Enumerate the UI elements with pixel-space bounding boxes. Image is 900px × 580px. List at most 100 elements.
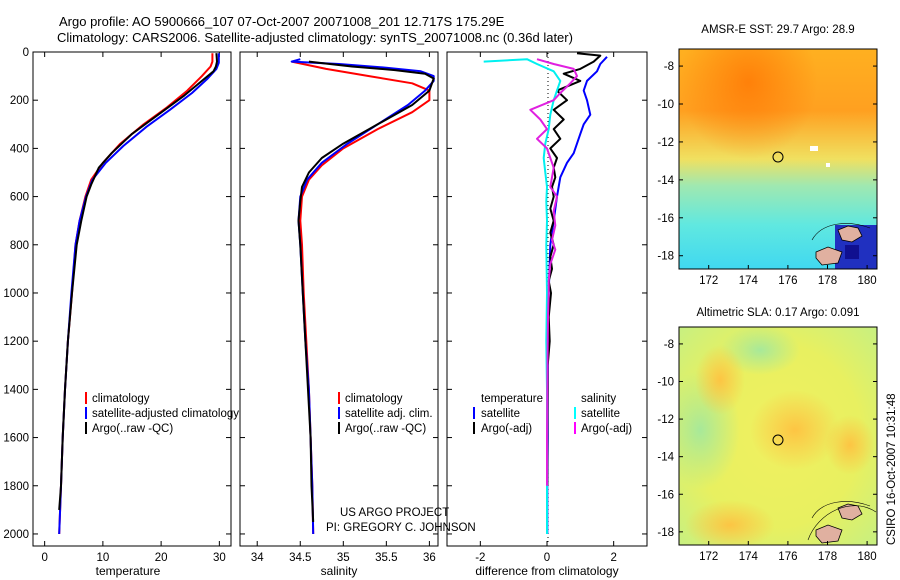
sla-map-title: Altimetric SLA: 0.17 Argo: 0.091 bbox=[696, 307, 859, 319]
y-tick-label: 1400 bbox=[3, 384, 29, 396]
y-tick-label: 2000 bbox=[3, 529, 29, 541]
x-tick-label: 10 bbox=[96, 552, 109, 564]
credit-project: US ARGO PROJECT bbox=[340, 507, 449, 519]
legend-label-argo: Argo(..raw -QC) bbox=[92, 423, 173, 435]
sst-island bbox=[815, 246, 843, 266]
sst-map-frame bbox=[678, 48, 878, 270]
legend-label-temp-argo: Argo(-adj) bbox=[481, 423, 532, 435]
figure-title-line1: Argo profile: AO 5900666_107 07-Oct-2007… bbox=[59, 14, 505, 29]
difference-panel: -2 0 2 difference from climatology tempera… bbox=[446, 51, 648, 578]
map-y-tick-label: -16 bbox=[657, 489, 674, 501]
x-tick-label: 35 bbox=[337, 552, 350, 564]
x-tick-label: 34 bbox=[251, 552, 264, 564]
map-y-tick-label: -14 bbox=[657, 175, 674, 187]
x-tick-label: 34.5 bbox=[289, 552, 311, 564]
legend-heading-temperature: temperature bbox=[481, 393, 543, 405]
series-argo-raw-qc bbox=[297, 60, 435, 522]
map-x-tick-label: 180 bbox=[858, 275, 877, 287]
sst-argo-marker bbox=[772, 151, 784, 163]
map-y-tick-label: -10 bbox=[657, 377, 674, 389]
legend-label-satellite-adj: satellite adj. clim. bbox=[345, 408, 433, 420]
temperature-panel: 0 10 20 30 0 200 400 600 800 1000 1200 1400 1600 1800… bbox=[3, 47, 239, 578]
y-tick-label: 1200 bbox=[3, 336, 29, 348]
map-y-tick-label: -16 bbox=[657, 213, 674, 225]
sst-map-title: AMSR-E SST: 29.7 Argo: 28.9 bbox=[701, 24, 854, 36]
sst-island bbox=[837, 225, 863, 243]
sla-bathymetry-contour bbox=[811, 501, 871, 519]
sst-heatmap bbox=[679, 49, 877, 269]
legend-label-temp-satellite: satellite bbox=[481, 408, 520, 420]
map-x-tick-label: 172 bbox=[699, 551, 718, 563]
difference-xlabel: difference from climatology bbox=[475, 564, 618, 578]
sst-missing-cell bbox=[826, 163, 830, 167]
x-tick-label: 35.5 bbox=[375, 552, 397, 564]
sla-map-frame bbox=[678, 326, 878, 546]
difference-legend: temperature satellite Argo(-adj) salinit… bbox=[473, 393, 632, 435]
sla-island bbox=[815, 524, 843, 544]
salinity-xlabel: salinity bbox=[321, 564, 358, 578]
map-x-tick-label: 180 bbox=[858, 551, 877, 563]
legend-label-climatology: climatology bbox=[92, 393, 150, 405]
map-y-tick-label: -12 bbox=[657, 414, 674, 426]
sla-high-anomaly bbox=[750, 390, 840, 470]
y-tick-label: 0 bbox=[23, 47, 29, 59]
map-y-tick-label: -10 bbox=[657, 99, 674, 111]
sla-high-anomaly bbox=[685, 500, 775, 545]
sla-bathymetry-contour bbox=[807, 505, 877, 541]
map-x-tick-label: 174 bbox=[739, 275, 759, 287]
series-salinity-argo-adj bbox=[529, 58, 578, 486]
map-x-tick-label: 172 bbox=[699, 275, 718, 287]
map-y-tick-label: -8 bbox=[664, 339, 674, 351]
temperature-xlabel: temperature bbox=[96, 564, 161, 578]
y-tick-label: 1600 bbox=[3, 433, 29, 445]
legend-label-sal-satellite: satellite bbox=[581, 408, 620, 420]
legend-label-argo: Argo(..raw -QC) bbox=[345, 423, 426, 435]
x-tick-label: 0 bbox=[544, 552, 550, 564]
salinity-legend: climatology satellite adj. clim. Argo(..… bbox=[338, 392, 433, 435]
map-y-tick-label: -14 bbox=[657, 452, 674, 464]
sla-heatmap bbox=[679, 327, 877, 545]
salinity-panel: 34 34.5 35 35.5 36 salinity climatology sate… bbox=[239, 51, 439, 578]
map-y-tick-label: -8 bbox=[664, 61, 674, 73]
map-y-tick-label: -18 bbox=[657, 527, 674, 539]
map-x-tick-label: 176 bbox=[778, 275, 797, 287]
y-tick-label: 1800 bbox=[3, 481, 29, 493]
y-tick-label: 800 bbox=[10, 240, 29, 252]
sst-missing-cell bbox=[810, 146, 818, 151]
x-tick-label: -2 bbox=[475, 552, 485, 564]
map-x-tick-label: 174 bbox=[739, 551, 759, 563]
x-tick-label: 36 bbox=[423, 552, 436, 564]
legend-heading-salinity: salinity bbox=[581, 393, 616, 405]
map-y-tick-label: -18 bbox=[657, 251, 674, 263]
legend-label-sal-argo: Argo(-adj) bbox=[581, 423, 632, 435]
sla-high-anomaly bbox=[695, 345, 745, 415]
sla-island bbox=[837, 503, 863, 521]
x-tick-label: 30 bbox=[213, 552, 226, 564]
credit-pi: PI: GREGORY C. JOHNSON bbox=[326, 522, 476, 534]
sst-bathymetry-contour bbox=[811, 223, 871, 241]
map-y-tick-label: -12 bbox=[657, 137, 674, 149]
sst-map-panel: AMSR-E SST: 29.7 Argo: 28.9 172 174 176 178… bbox=[657, 24, 878, 287]
legend-label-satellite-adjusted: satellite-adjusted climatology bbox=[92, 408, 239, 420]
sla-argo-marker bbox=[772, 434, 784, 446]
figure-title-line2: Climatology: CARS2006. Satellite-adjuste… bbox=[57, 30, 573, 45]
legend-label-climatology: climatology bbox=[345, 393, 403, 405]
map-x-tick-label: 178 bbox=[818, 275, 837, 287]
y-tick-label: 1000 bbox=[3, 288, 29, 300]
sla-map-panel: Altimetric SLA: 0.17 Argo: 0.091 172 174 1… bbox=[657, 307, 878, 563]
map-x-tick-label: 176 bbox=[778, 551, 797, 563]
map-x-tick-label: 178 bbox=[818, 551, 837, 563]
generation-stamp: CSIRO 16-Oct-2007 10:31:48 bbox=[886, 394, 898, 546]
x-tick-label: 0 bbox=[41, 552, 47, 564]
x-tick-label: 2 bbox=[610, 552, 616, 564]
salinity-axes bbox=[239, 51, 439, 547]
sla-high-anomaly bbox=[825, 415, 875, 475]
temperature-legend: climatology satellite-adjusted climatolo… bbox=[85, 392, 239, 435]
series-argo-raw-qc bbox=[58, 53, 218, 510]
y-tick-label: 400 bbox=[10, 143, 29, 155]
x-tick-label: 20 bbox=[155, 552, 168, 564]
sst-dark-cells bbox=[845, 245, 859, 259]
y-tick-label: 200 bbox=[10, 95, 29, 107]
y-tick-label: 600 bbox=[10, 192, 29, 204]
